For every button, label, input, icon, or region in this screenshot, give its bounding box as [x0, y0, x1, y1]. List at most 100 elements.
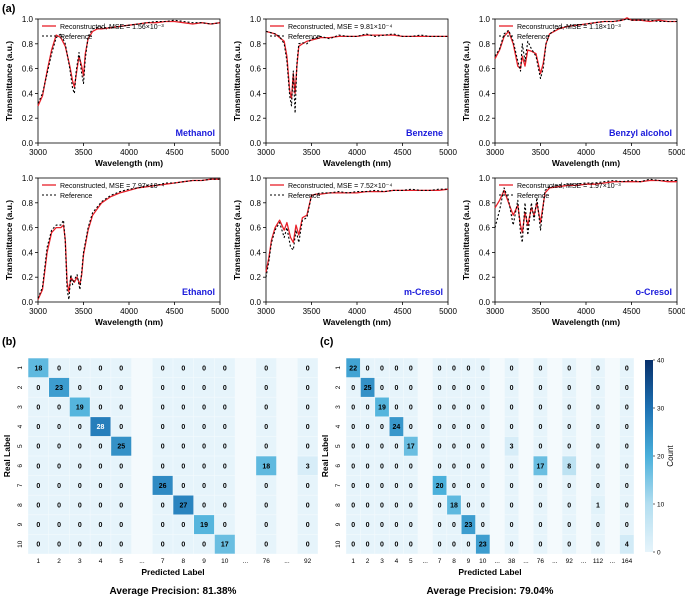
- matrix-cell: [49, 436, 70, 456]
- matrix-cell-value: 0: [625, 463, 629, 470]
- matrix-cell-value: 0: [306, 365, 310, 372]
- matrix-cell-value: 0: [380, 444, 384, 451]
- matrix-cell: [214, 417, 235, 437]
- matrix-cell: [28, 397, 49, 417]
- y-tick-label: 0.8: [22, 40, 34, 49]
- matrix-cell: [152, 397, 173, 417]
- matrix-cell: [256, 358, 277, 378]
- y-tick-label: 0.6: [22, 224, 34, 233]
- matrix-cell: [619, 436, 634, 456]
- matrix-cell: [403, 397, 418, 417]
- matrix-cell: [173, 397, 194, 417]
- matrix-cell: [297, 495, 318, 515]
- column-tick-label: 1: [351, 558, 355, 565]
- matrix-cell: [475, 417, 490, 437]
- matrix-cell-value: 17: [407, 444, 415, 451]
- matrix-cell: [28, 377, 49, 397]
- matrix-cell-value: 0: [394, 542, 398, 549]
- matrix-cell-value: 0: [119, 542, 123, 549]
- x-tick-label: 4000: [577, 148, 595, 157]
- matrix-cell: [49, 397, 70, 417]
- matrix-cell-value: 19: [76, 405, 84, 412]
- y-tick-label: 0.0: [479, 139, 491, 148]
- matrix-cell-value: 0: [36, 405, 40, 412]
- matrix-cell: [111, 377, 132, 397]
- x-tick-label: 3500: [75, 148, 93, 157]
- column-tick-label: ...: [422, 558, 428, 565]
- matrix-cell: [447, 495, 461, 515]
- x-axis-label: Wavelength (nm): [95, 158, 163, 168]
- matrix-cell: [619, 495, 634, 515]
- column-tick-label: 92: [304, 558, 312, 565]
- matrix-cell-value: 0: [351, 463, 355, 470]
- matrix-cell: [619, 456, 634, 476]
- y-tick-label: 1.0: [250, 174, 262, 183]
- matrix-cell-value: 0: [366, 463, 370, 470]
- matrix-cell: [619, 377, 634, 397]
- x-tick-label: 3000: [29, 307, 47, 316]
- matrix-cell-value: 0: [57, 424, 61, 431]
- matrix-cell-value: 0: [306, 522, 310, 529]
- matrix-cell-value: 0: [36, 522, 40, 529]
- column-tick-label: ...: [243, 558, 249, 565]
- matrix-cell-value: 0: [409, 385, 413, 392]
- matrix-cell-value: 0: [181, 463, 185, 470]
- matrix-cell: [533, 495, 548, 515]
- row-tick-label: 1: [17, 366, 24, 370]
- matrix-cell-value: 0: [366, 503, 370, 510]
- x-tick-label: 3500: [303, 148, 321, 157]
- matrix-cell-value: 0: [119, 424, 123, 431]
- matrix-cell: [562, 495, 577, 515]
- matrix-cell-value: 0: [57, 542, 61, 549]
- matrix-cell-value: 18: [262, 463, 270, 470]
- matrix-cell: [360, 436, 375, 456]
- x-axis-label: Predicted Label: [458, 567, 521, 577]
- matrix-cell-value: 0: [409, 463, 413, 470]
- matrix-cell: [28, 358, 49, 378]
- matrix-cell-value: 0: [625, 365, 629, 372]
- matrix-cell-value: 0: [202, 424, 206, 431]
- matrix-cell: [69, 534, 90, 554]
- matrix-cell-value: 0: [380, 503, 384, 510]
- matrix-cell-value: 0: [78, 444, 82, 451]
- average-precision: Average Precision: 79.04%: [427, 586, 554, 597]
- matrix-cell: [447, 436, 461, 456]
- reference-series-line: [265, 188, 448, 278]
- matrix-cell: [432, 397, 447, 417]
- matrix-cell: [214, 358, 235, 378]
- matrix-cell-value: 0: [466, 365, 470, 372]
- matrix-cell-value: 0: [538, 385, 542, 392]
- matrix-cell-value: 0: [438, 385, 442, 392]
- matrix-cell-value: 3: [510, 444, 514, 451]
- matrix-cell: [28, 475, 49, 495]
- matrix-cell-value: 0: [481, 522, 485, 529]
- matrix-cell: [214, 534, 235, 554]
- matrix-cell: [49, 417, 70, 437]
- y-tick-label: 0.4: [22, 89, 34, 98]
- matrix-cell-value: 0: [264, 522, 268, 529]
- matrix-cell-value: 0: [481, 424, 485, 431]
- matrix-cell: [461, 436, 476, 456]
- matrix-cell: [194, 475, 215, 495]
- matrix-cell-value: 0: [452, 522, 456, 529]
- matrix-cell-value: 0: [264, 424, 268, 431]
- matrix-cell: [432, 436, 447, 456]
- matrix-cell: [49, 475, 70, 495]
- matrix-cell-value: 20: [436, 483, 444, 490]
- matrix-cell: [346, 417, 361, 437]
- matrix-cell-value: 0: [78, 385, 82, 392]
- matrix-cell: [475, 358, 490, 378]
- y-tick-label: 0.2: [250, 114, 262, 123]
- matrix-cell-value: 0: [596, 385, 600, 392]
- matrix-cell-value: 0: [119, 405, 123, 412]
- matrix-cell-value: 0: [409, 405, 413, 412]
- matrix-cell: [90, 436, 111, 456]
- matrix-cell: [173, 515, 194, 535]
- matrix-cell: [461, 397, 476, 417]
- matrix-cell-value: 0: [466, 542, 470, 549]
- matrix-cell: [297, 515, 318, 535]
- matrix-cell: [214, 436, 235, 456]
- matrix-cell-value: 0: [409, 542, 413, 549]
- matrix-cell-value: 0: [223, 405, 227, 412]
- matrix-cell: [504, 417, 519, 437]
